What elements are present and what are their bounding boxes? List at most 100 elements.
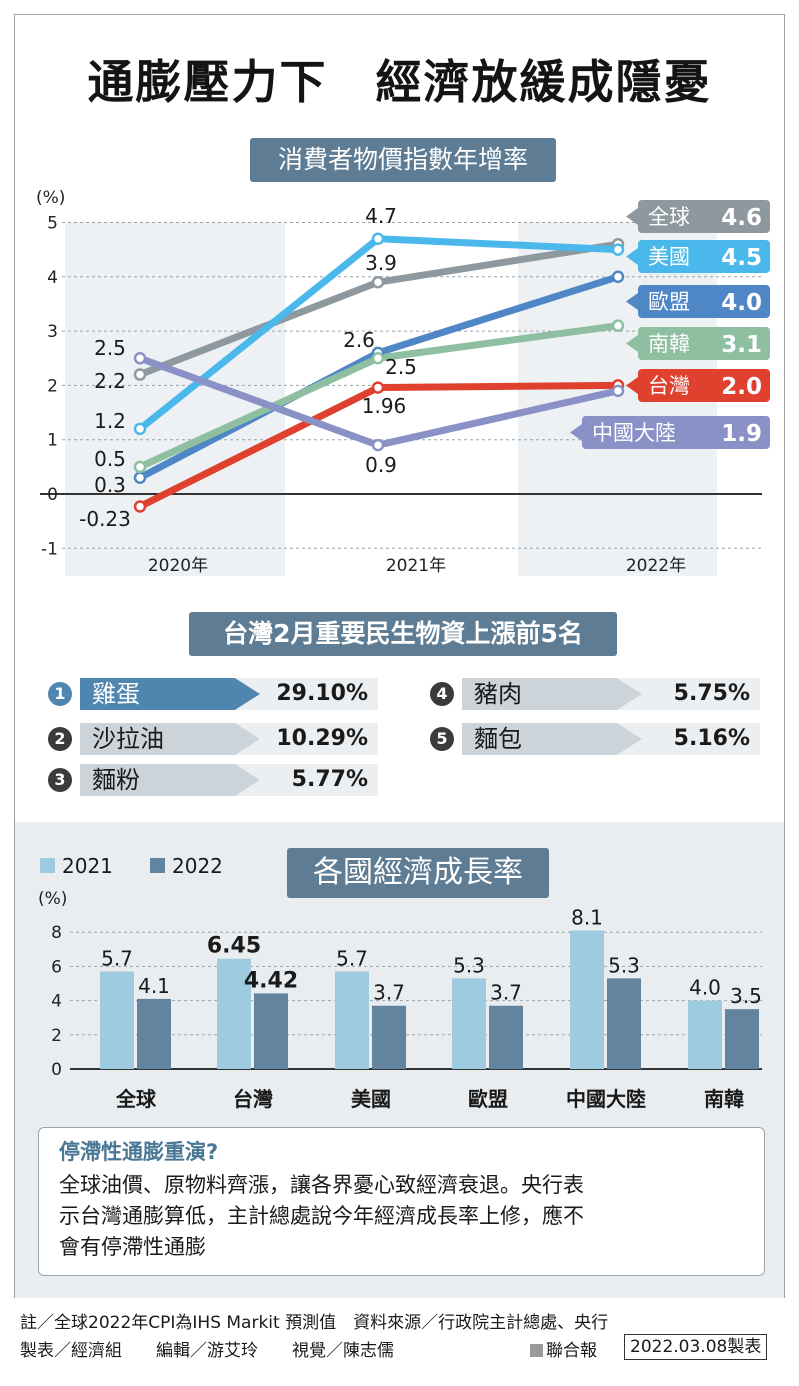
- rank-value: 10.29%: [276, 726, 368, 751]
- gdp-chart-title: 各國經濟成長率: [287, 848, 549, 898]
- bar-2022: [607, 978, 641, 1069]
- bar-label-2021: 5.7: [336, 947, 368, 971]
- ranking-item-3: 3 麵粉 5.77%: [48, 764, 378, 796]
- data-point-china: [133, 352, 147, 365]
- y-tick-label: 0: [51, 1060, 62, 1080]
- legend-box-eu: [638, 285, 770, 318]
- legend-box-global: [638, 200, 770, 233]
- footer-credits-row: 製表／經濟組 編輯／游艾玲 視覺／陳志儒 聯合報 2022.03.08製表: [20, 1334, 780, 1361]
- legend-pointer-china: [570, 424, 582, 441]
- footer-note: 註／全球2022年CPI為IHS Markit 預測值 資料來源／行政院主計總處…: [20, 1313, 609, 1333]
- x-tick-label: 美國: [351, 1087, 391, 1111]
- rank-value: 5.77%: [291, 767, 368, 792]
- data-point-korea: [611, 319, 625, 332]
- legend-box-taiwan: [638, 369, 770, 402]
- y-tick-label: 4: [51, 992, 62, 1012]
- legend-box-china: [582, 416, 770, 449]
- x-tick-label: 中國大陸: [566, 1087, 646, 1111]
- bar-2022: [137, 998, 171, 1069]
- rank-number: 1: [48, 682, 72, 706]
- x-tick-label: 南韓: [704, 1087, 744, 1111]
- data-label-eu: 0.3: [94, 473, 126, 497]
- data-point-global: [133, 368, 147, 381]
- bar-label-2022: 3.5: [730, 984, 762, 1008]
- rank-number: 2: [48, 727, 72, 751]
- bar-2021: [335, 971, 369, 1069]
- bar-2021: [217, 958, 251, 1069]
- page-title: 通膨壓力下 經濟放緩成隱憂: [87, 55, 712, 109]
- bar-label-2021: 8.1: [571, 905, 603, 929]
- ranking-item-4: 4 豬肉 5.75%: [430, 678, 760, 710]
- note-line-3: 會有停滯性通膨: [59, 1235, 206, 1259]
- ranking-item-5: 5 麵包 5.16%: [430, 723, 760, 755]
- bar-2021: [570, 930, 604, 1069]
- x-tick-label: 2020年: [148, 556, 208, 576]
- y-tick-label: 2: [51, 1026, 62, 1046]
- bar-2021: [688, 1000, 722, 1069]
- data-label-china: 0.9: [365, 453, 397, 477]
- y-tick-label: 5: [47, 214, 58, 234]
- y-tick-label: 6: [51, 957, 62, 977]
- rank-number: 4: [430, 682, 454, 706]
- bar-label-2022: 5.3: [608, 953, 640, 977]
- data-point-china: [371, 438, 385, 452]
- data-label-korea: 0.5: [94, 447, 126, 471]
- bar-label-2022: 3.7: [490, 981, 522, 1005]
- y-tick-label: 8: [51, 923, 62, 943]
- legend-pointer-taiwan: [626, 377, 638, 394]
- data-point-us: [133, 422, 147, 436]
- legend-name-china: 中國大陸: [592, 421, 676, 445]
- legend-value-eu: 4.0: [721, 290, 762, 316]
- note-line-1: 全球油價、原物料齊漲，讓各界憂心致經濟衰退。央行表: [59, 1173, 584, 1197]
- footer-credits: 製表／經濟組 編輯／游艾玲 視覺／陳志儒: [20, 1341, 394, 1361]
- bar-label-2021: 5.7: [101, 947, 133, 971]
- legend-label-2022: 2022: [172, 854, 223, 878]
- bar-label-2021: 5.3: [453, 953, 485, 977]
- legend-value-korea: 3.1: [721, 332, 762, 358]
- legend-name-us: 美國: [648, 245, 690, 269]
- legend-label-2021: 2021: [62, 854, 113, 878]
- y-tick-label: 0: [47, 485, 58, 505]
- data-label-taiwan: 1.96: [362, 394, 407, 418]
- footer-date: 2022.03.08製表: [624, 1334, 768, 1360]
- note-box: 停滯性通膨重演? 全球油價、原物料齊漲，讓各界憂心致經濟衰退。央行表 示台灣通膨…: [38, 1127, 765, 1276]
- x-tick-label: 2022年: [626, 556, 686, 576]
- bar-2022: [725, 1009, 759, 1069]
- footer-paper-name: 聯合報: [546, 1341, 597, 1361]
- rank-value: 29.10%: [276, 681, 368, 706]
- y-tick-label: 1: [47, 431, 58, 451]
- data-point-eu: [133, 471, 147, 484]
- top5-title: 台灣2月重要民生物資上漲前5名: [189, 612, 617, 656]
- data-label-us: 4.7: [365, 204, 397, 228]
- note-title: 停滯性通膨重演?: [59, 1140, 219, 1164]
- data-point-taiwan: [371, 381, 385, 394]
- data-point-global: [371, 275, 385, 289]
- rank-item-name: 沙拉油: [80, 723, 260, 755]
- ranking-item-2: 2 沙拉油 10.29%: [48, 723, 378, 755]
- bar-2022: [489, 1005, 523, 1069]
- rank-item-name: 豬肉: [462, 678, 642, 710]
- data-point-korea: [133, 460, 147, 474]
- data-point-korea: [371, 352, 385, 365]
- legend-pointer-korea: [626, 335, 638, 352]
- x-tick-label: 全球: [115, 1087, 157, 1111]
- rank-number: 5: [430, 727, 454, 751]
- legend-name-global: 全球: [648, 205, 690, 229]
- bar-label-2022: 3.7: [373, 981, 405, 1005]
- footer-paper: 聯合報: [530, 1336, 597, 1361]
- legend-name-korea: 南韓: [648, 332, 690, 356]
- legend-name-taiwan: 台灣: [648, 374, 690, 398]
- legend-box-korea: [638, 327, 770, 360]
- y-tick-label: 3: [47, 322, 58, 342]
- rank-value: 5.75%: [673, 681, 750, 706]
- cpi-chart-title: 消費者物價指數年增率: [250, 138, 556, 182]
- ranking-item-1: 1 雞蛋 29.10%: [48, 678, 378, 710]
- cpi-y-unit: (%): [36, 188, 65, 208]
- legend-pointer-eu: [626, 293, 638, 310]
- data-label-global: 3.9: [365, 251, 397, 275]
- gdp-y-unit: (%): [38, 889, 67, 909]
- legend-pointer-us: [626, 248, 638, 265]
- bar-2021: [452, 978, 486, 1069]
- legend-value-global: 4.6: [721, 205, 762, 231]
